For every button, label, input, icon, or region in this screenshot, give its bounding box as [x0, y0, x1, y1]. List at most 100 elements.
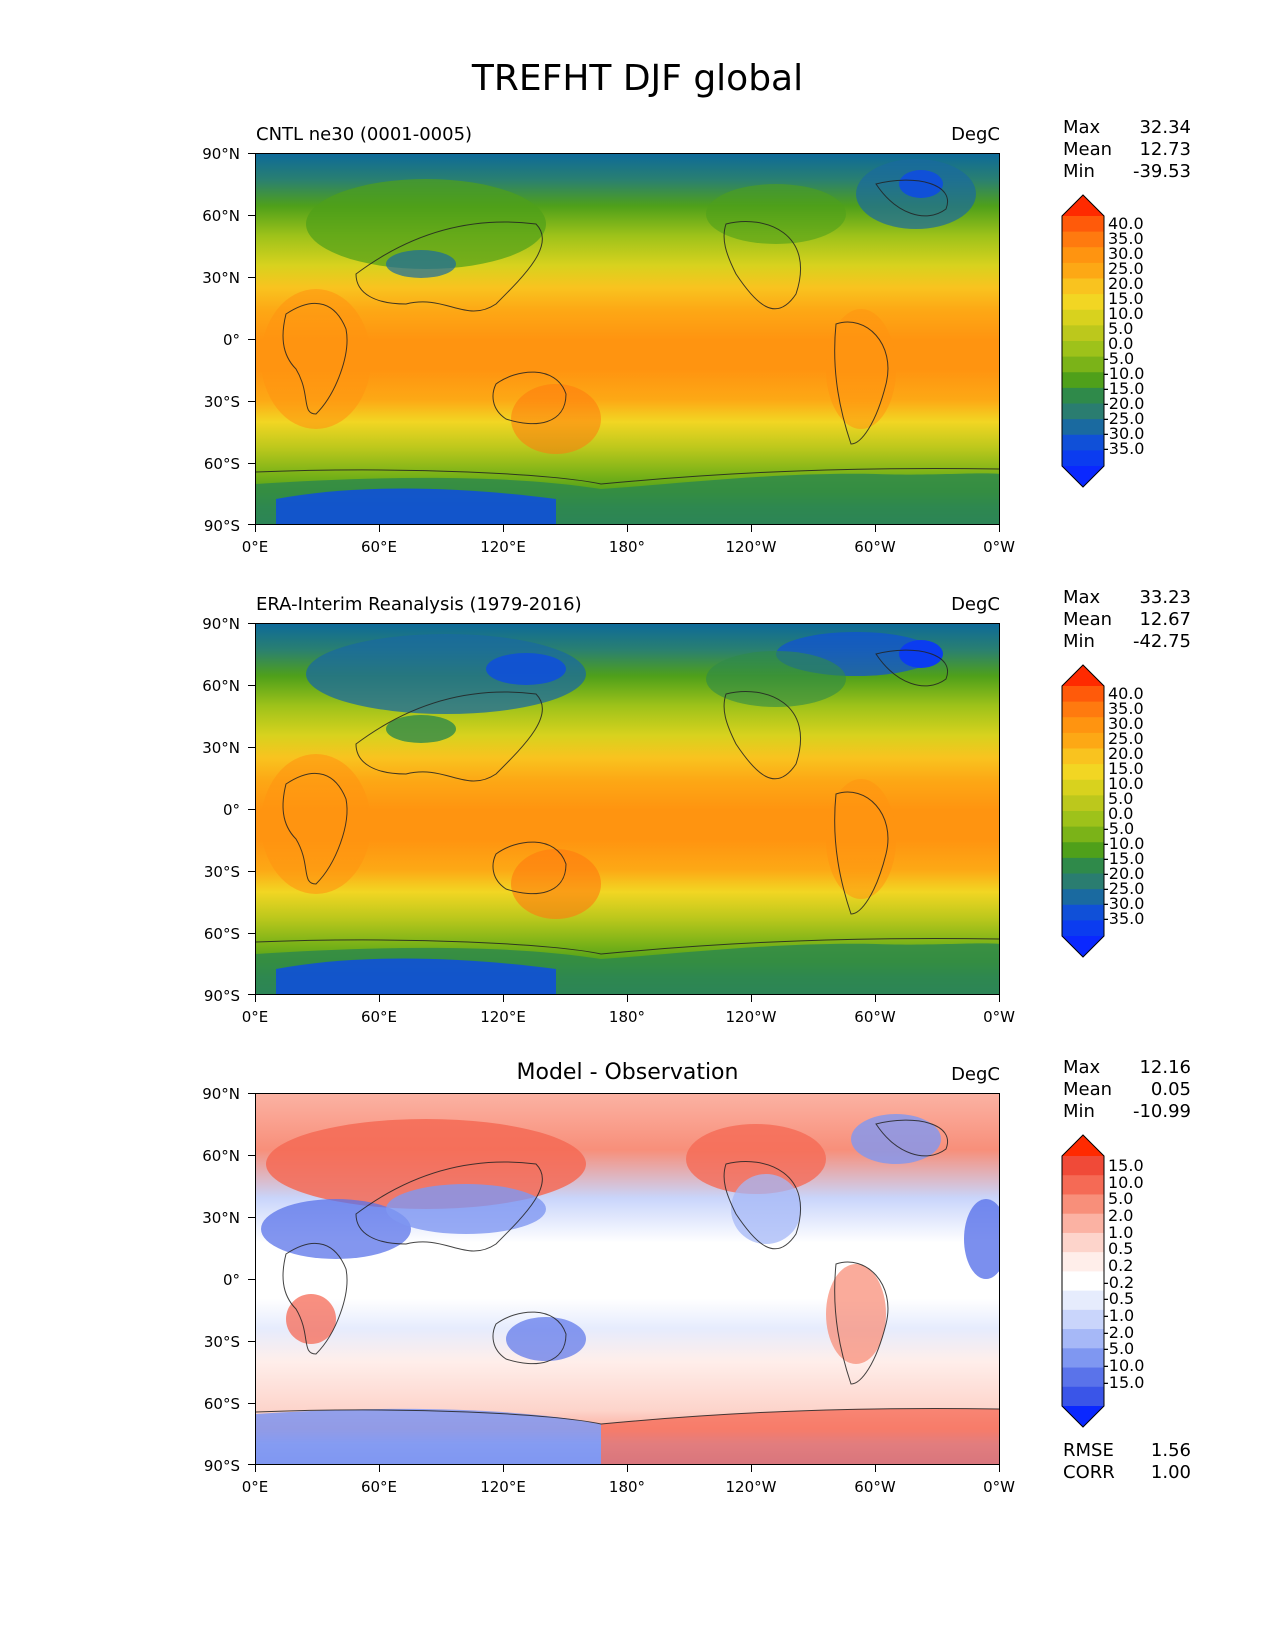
colorbar-segment — [1062, 1175, 1104, 1195]
units-label: DegC — [951, 594, 1000, 615]
lat-label: 0° — [222, 801, 240, 819]
colorbar-segment — [1062, 1271, 1104, 1292]
colorbar-tick-label: -10.0 — [1103, 363, 1145, 383]
colorbar-segment — [1062, 403, 1104, 420]
colorbar-segment — [1062, 857, 1104, 874]
stats-box: Max 33.23 Mean 12.67 Min -42.75 — [1063, 587, 1191, 653]
lat-label: 90°N — [202, 1085, 240, 1103]
colorbar-segment — [1062, 1252, 1104, 1272]
colorbar — [1061, 664, 1105, 958]
colorbar-tick-label: 5.0 — [1108, 318, 1134, 338]
colorbar-segment — [1062, 434, 1104, 451]
stat-label: Mean — [1063, 609, 1113, 630]
colorbar-segment — [1062, 701, 1104, 718]
stat-value: 33.23 — [1139, 587, 1191, 608]
colorbar-tick-label: 1.0 — [1108, 1222, 1134, 1242]
lat-label: 60°S — [203, 1395, 240, 1413]
colorbar-tick-label: -25.0 — [1103, 878, 1145, 898]
colorbar-segment — [1062, 278, 1104, 295]
colorbar-segment — [1062, 341, 1104, 358]
colorbar-segment — [1062, 231, 1104, 248]
difference-map — [256, 1094, 999, 1464]
lon-label: 0°E — [241, 538, 269, 556]
colorbar-tick-label: -30.0 — [1103, 423, 1145, 443]
colorbar-tick-label: 40.0 — [1108, 684, 1144, 703]
colorbar-tick-label: -30.0 — [1103, 893, 1145, 913]
map-cntl — [255, 153, 1000, 525]
colorbar-tick-label: -25.0 — [1103, 408, 1145, 428]
stat-label: Max — [1063, 587, 1101, 608]
lat-label: 90°S — [203, 517, 240, 535]
colorbar-segment — [1062, 1156, 1104, 1176]
colorbar-segment — [1062, 1213, 1104, 1234]
lat-label: 30°N — [202, 269, 240, 287]
temperature-map — [256, 154, 999, 524]
stat-label: Mean — [1063, 1079, 1113, 1100]
colorbar-tick-label: -20.0 — [1103, 863, 1145, 883]
lat-label: 30°N — [202, 739, 240, 757]
stat-value: 32.34 — [1139, 117, 1191, 138]
colorbar-segment — [1062, 873, 1104, 890]
lon-label: 60°W — [854, 538, 896, 556]
colorbar-extend-max — [1062, 1135, 1104, 1156]
colorbar-segment — [1062, 419, 1104, 436]
colorbar-segments — [1062, 665, 1104, 957]
colorbar-tick-label: -15.0 — [1103, 848, 1145, 868]
colorbar-tick-label: 25.0 — [1108, 728, 1144, 748]
colorbar — [1061, 1134, 1105, 1428]
lat-label: 60°N — [202, 1147, 240, 1165]
colorbar-segment — [1062, 826, 1104, 843]
colorbar-segments — [1062, 195, 1104, 487]
colorbar-tick-label: -5.0 — [1103, 348, 1135, 368]
metrics-box: RMSE 1.56 CORR 1.00 — [1063, 1440, 1191, 1484]
stat-value: -39.53 — [1132, 161, 1191, 182]
colorbar-tick-label: 0.2 — [1108, 1256, 1134, 1275]
colorbar-tick-label: 5.0 — [1108, 788, 1134, 808]
lat-label: 60°S — [203, 925, 240, 943]
colorbar-segment — [1062, 262, 1104, 279]
stats-box: Max 12.16 Mean 0.05 Min -10.99 — [1063, 1057, 1191, 1123]
colorbar-segment — [1062, 372, 1104, 389]
lon-label: 180° — [608, 1478, 646, 1496]
colorbar-tick-label: 10.0 — [1108, 773, 1144, 793]
colorbar-segment — [1062, 216, 1104, 233]
lon-label: 0°W — [983, 538, 1015, 556]
colorbar-tick-label: 35.0 — [1108, 698, 1144, 718]
colorbar-segment — [1062, 779, 1104, 796]
stat-value: 0.05 — [1150, 1079, 1191, 1100]
colorbar-segment — [1062, 1348, 1104, 1369]
stat-label: Min — [1063, 161, 1095, 182]
colorbar-segment — [1062, 1367, 1104, 1388]
lat-label: 0° — [222, 1271, 240, 1289]
lon-label: 0°E — [241, 1478, 269, 1496]
colorbar — [1061, 194, 1105, 488]
colorbar-tick-label: 5.0 — [1108, 1189, 1134, 1209]
stat-label: Max — [1063, 117, 1101, 138]
colorbar-extend-min — [1062, 1406, 1104, 1427]
colorbar-segment — [1062, 294, 1104, 311]
colorbar-extend-max — [1062, 665, 1104, 686]
colorbar-tick-label: -10.0 — [1103, 1356, 1145, 1375]
colorbar-tick-label: -0.5 — [1103, 1289, 1135, 1309]
colorbar-tick-label: 30.0 — [1108, 713, 1144, 733]
temperature-map — [256, 624, 999, 994]
colorbar-tick-label: -15.0 — [1103, 1372, 1145, 1392]
colorbar-segment — [1062, 904, 1104, 921]
lon-label: 120°E — [480, 538, 526, 556]
colorbar-segment — [1062, 387, 1104, 404]
colorbar-tick-label: 15.0 — [1108, 288, 1144, 308]
colorbar-extend-min — [1062, 466, 1104, 487]
colorbar-segment — [1062, 356, 1104, 373]
stat-label: Mean — [1063, 139, 1113, 160]
colorbar-segments — [1062, 1135, 1104, 1427]
stat-value: 12.73 — [1139, 139, 1191, 160]
colorbar-segment — [1062, 920, 1104, 937]
lat-label: 30°S — [203, 393, 240, 411]
lon-label: 120°E — [480, 1008, 526, 1026]
lat-label: 30°S — [203, 863, 240, 881]
lat-label: 60°S — [203, 455, 240, 473]
stat-label: Min — [1063, 631, 1095, 652]
metric-value: 1.56 — [1150, 1440, 1191, 1461]
colorbar-segment — [1062, 1232, 1104, 1253]
lon-label: 120°W — [725, 538, 777, 556]
